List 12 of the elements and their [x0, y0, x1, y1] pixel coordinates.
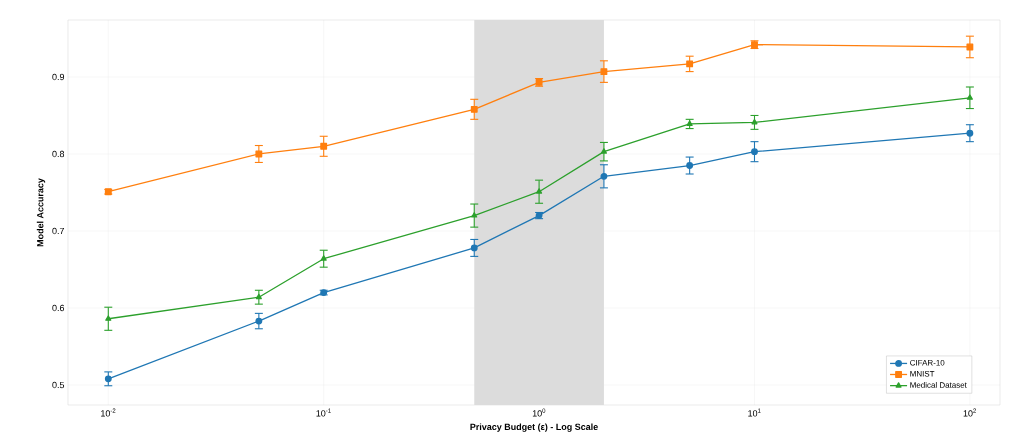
x-tick-label: 10$^{1}$	[748, 408, 761, 417]
y-tick-label: 0.9	[52, 73, 65, 81]
y-axis-title: Model Accuracy	[36, 178, 46, 247]
y-tick-label: 0.7	[52, 227, 65, 235]
x-axis-title: Privacy Budget (ε) - Log Scale	[470, 423, 598, 432]
x-tick-label: 10$^{2}$	[963, 408, 976, 417]
x-tick-label: 10$^{0}$	[532, 408, 546, 417]
y-tick-label: 0.8	[52, 150, 65, 158]
x-tick-label: 10$^{-1}$	[316, 408, 331, 417]
y-tick-label: 0.6	[52, 304, 65, 312]
x-tick-label: 10$^{-2}$	[101, 408, 116, 417]
y-tick-label: 0.5	[52, 381, 65, 389]
